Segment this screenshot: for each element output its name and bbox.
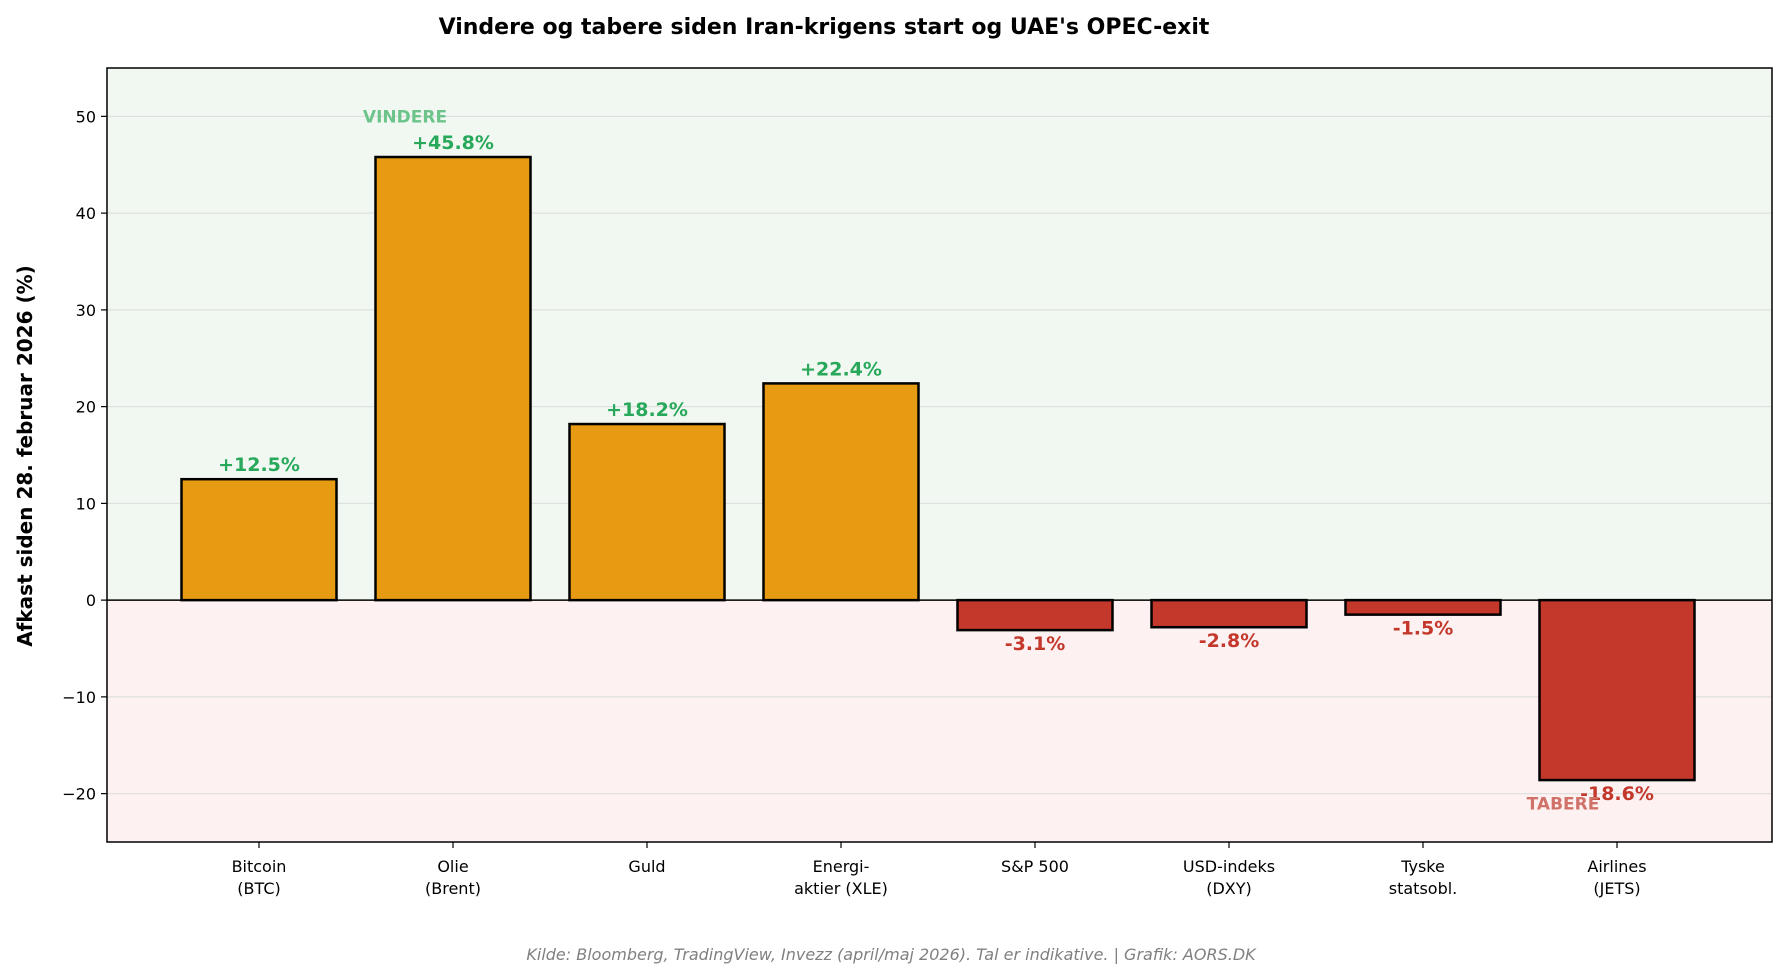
positive-zone-background: [107, 68, 1772, 601]
bar-6: [1344, 598, 1502, 616]
bar-2: [568, 422, 726, 602]
x-tick-label-1: Olie (Brent): [425, 857, 481, 898]
data-label-5: -2.8%: [1199, 630, 1260, 652]
y-tick-label: −10: [62, 688, 96, 707]
data-label-4: -3.1%: [1005, 633, 1066, 655]
x-tick-label-5: USD-indeks (DXY): [1183, 857, 1275, 898]
bar-3: [762, 382, 920, 602]
data-labels: +12.5% +45.8% +18.2% +22.4% -3.1% -2.8% -1.5% -…: [218, 132, 1654, 805]
y-tick-label: 0: [86, 591, 96, 610]
x-axis: Bitcoin (BTC) Olie (Brent) Guld Energi-aktier…: [232, 842, 1647, 898]
bar-7: [1538, 598, 1696, 782]
plot-frame: [106, 67, 1773, 843]
x-tick-label-7: Airlines (JETS): [1587, 857, 1646, 898]
y-tick-label: 20: [76, 398, 96, 417]
data-label-7: -18.6%: [1580, 783, 1654, 805]
y-tick-label: −20: [62, 785, 96, 804]
bar-4: [956, 598, 1114, 632]
vindere-zone-label: VINDERE: [363, 107, 447, 127]
y-tick-label: 10: [76, 494, 96, 513]
tabere-zone-label: TABERE: [1527, 794, 1600, 814]
bars: [180, 155, 1696, 782]
x-tick-label-4: S&P 500: [1001, 857, 1069, 876]
y-tick-label: 40: [76, 204, 96, 223]
x-tick-label-2: Guld: [628, 857, 665, 876]
source-note: Kilde: Bloomberg, TradingView, Invezz (a…: [526, 945, 1257, 964]
negative-zone-background: [107, 600, 1772, 842]
y-tick-label: 30: [76, 301, 96, 320]
data-label-2: +18.2%: [606, 399, 688, 421]
data-label-3: +22.4%: [800, 358, 882, 380]
x-tick-label-3: Energi-aktier (XLE): [794, 857, 888, 898]
bar-5: [1150, 598, 1308, 629]
plot-background: [107, 68, 1772, 842]
zone-labels: VINDERE TABERE: [363, 107, 1599, 814]
data-label-0: +12.5%: [218, 454, 300, 476]
y-axis: −20 −10 0 10 20 30 40 50: [62, 107, 107, 804]
data-label-1: +45.8%: [412, 132, 494, 154]
y-tick-label: 50: [76, 107, 96, 126]
chart-title: Vindere og tabere siden Iran-krigens sta…: [439, 15, 1210, 40]
y-axis-label: Afkast siden 28. februar 2026 (%): [13, 265, 37, 647]
x-tick-label-6: Tyske statsobl.: [1389, 857, 1458, 898]
bar-0: [180, 477, 338, 602]
x-tick-label-0: Bitcoin (BTC): [232, 857, 287, 898]
bar-1: [374, 155, 532, 602]
data-label-6: -1.5%: [1393, 618, 1454, 640]
